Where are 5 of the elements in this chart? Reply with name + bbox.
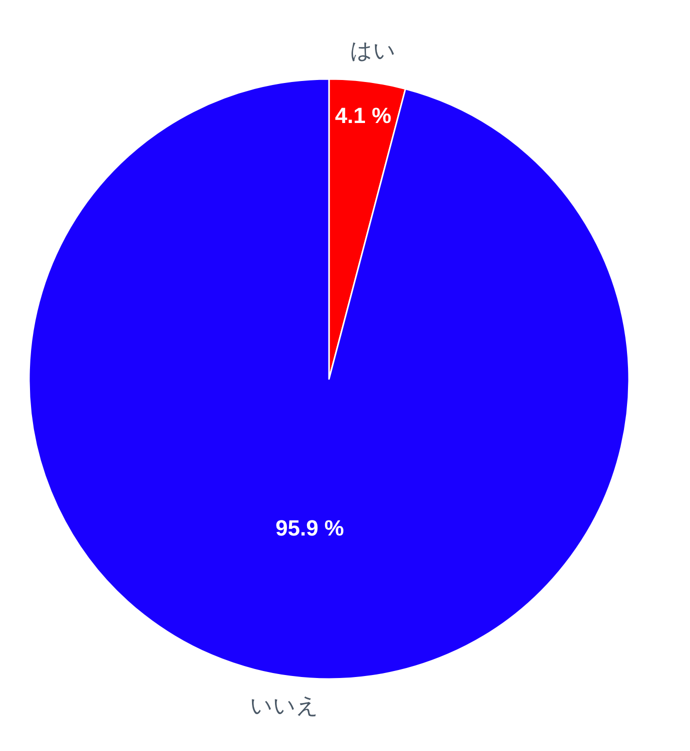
slice-label: いいえ — [250, 694, 319, 719]
data-label: 4.1 % — [335, 102, 392, 128]
pie-slice — [28, 78, 630, 680]
data-label: 95.9 % — [275, 515, 344, 540]
slice-label: はい — [350, 39, 396, 64]
